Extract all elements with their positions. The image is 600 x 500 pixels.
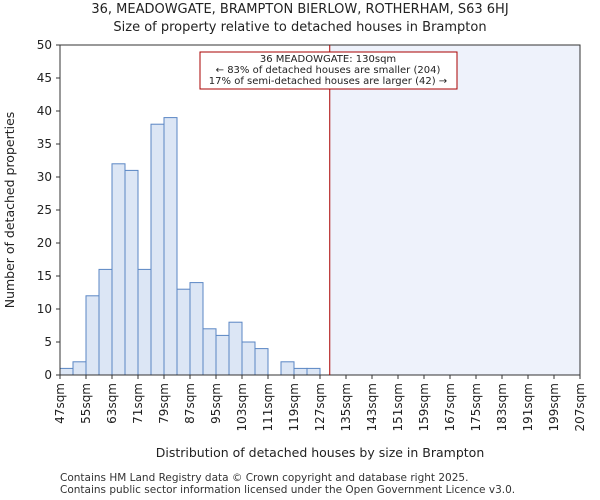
y-tick-label: 45 [37, 71, 52, 85]
chart-title-address: 36, MEADOWGATE, BRAMPTON BIERLOW, ROTHER… [91, 2, 509, 17]
histogram-bar [59, 367, 74, 376]
y-tick-label: 10 [37, 302, 52, 316]
x-tick-label: 71sqm [131, 383, 145, 424]
histogram-bar [215, 334, 230, 376]
x-tick-label: 159sqm [417, 383, 431, 431]
histogram-bar [293, 367, 308, 376]
x-tick-label: 191sqm [521, 383, 535, 431]
x-axis-label: Distribution of detached houses by size … [156, 445, 485, 460]
histogram-bar [202, 328, 217, 376]
histogram-bar [163, 117, 178, 376]
axes-layer: 0 5 10 15 20 25 30 35 40 45 50 47sqm 55sqm 63sqm 71sqm… [37, 38, 587, 431]
x-tick-label: 127sqm [313, 383, 327, 431]
x-tick-label: 79sqm [157, 383, 171, 424]
y-tick-label: 50 [37, 38, 52, 52]
histogram-bar [72, 361, 87, 376]
histogram-bar [189, 282, 204, 376]
histogram-bar [150, 123, 165, 376]
histogram-bar [228, 321, 243, 376]
x-tick-label: 135sqm [339, 383, 353, 431]
histogram-bar [176, 288, 191, 376]
x-tick-label: 103sqm [235, 383, 249, 431]
y-axis-label: Number of detached properties [2, 112, 17, 309]
x-tick-label: 95sqm [209, 383, 223, 424]
highlight-region-layer [329, 45, 580, 375]
histogram-bar [98, 268, 113, 376]
x-tick-label: 151sqm [391, 383, 405, 431]
y-tick-label: 30 [37, 170, 52, 184]
x-tick-label: 63sqm [105, 383, 119, 424]
y-tick-label: 0 [44, 368, 52, 382]
x-tick-label: 207sqm [573, 383, 587, 431]
x-tick-label: 175sqm [469, 383, 483, 431]
footer-copyright: Contains HM Land Registry data © Crown c… [60, 472, 469, 484]
histogram-bar [306, 367, 321, 376]
x-tick-label: 167sqm [443, 383, 457, 431]
x-tick-label: 183sqm [495, 383, 509, 431]
y-tick-label: 40 [37, 104, 52, 118]
annotation-line-1: 36 MEADOWGATE: 130sqm [260, 54, 396, 65]
x-tick-label: 111sqm [261, 383, 275, 431]
y-tick-label: 15 [37, 269, 52, 283]
x-tick-label: 47sqm [53, 383, 67, 424]
annotation-line-2: ← 83% of detached houses are smaller (20… [216, 65, 441, 76]
x-tick-label: 119sqm [287, 383, 301, 431]
histogram-bar [254, 348, 269, 376]
y-tick-label: 35 [37, 137, 52, 151]
y-tick-label: 20 [37, 236, 52, 250]
x-tick-label: 199sqm [547, 383, 561, 431]
x-tick-label: 87sqm [183, 383, 197, 424]
annotation-box [199, 51, 458, 90]
chart-subtitle: Size of property relative to detached ho… [113, 20, 487, 35]
x-tick-label: 143sqm [365, 383, 379, 431]
histogram-bar [111, 163, 126, 376]
x-tick-label: 55sqm [79, 383, 93, 424]
histogram-bar [85, 295, 100, 376]
histogram-bar [124, 169, 139, 376]
y-tick-label: 5 [44, 335, 52, 349]
histogram-bar [137, 268, 152, 376]
annotation-layer: 36 MEADOWGATE: 130sqm ← 83% of detached … [199, 51, 458, 90]
histogram-bar [280, 361, 295, 376]
histogram-bar [241, 341, 256, 376]
larger-region-shading [329, 45, 580, 375]
footer-licence: Contains public sector information licen… [60, 484, 516, 496]
annotation-line-3: 17% of semi-detached houses are larger (… [209, 76, 447, 87]
y-tick-label: 25 [37, 203, 52, 217]
histogram-chart: 0 5 10 15 20 25 30 35 40 45 50 47sqm 55sqm 63sqm 71sqm… [2, 38, 587, 460]
bars-layer [59, 117, 321, 376]
